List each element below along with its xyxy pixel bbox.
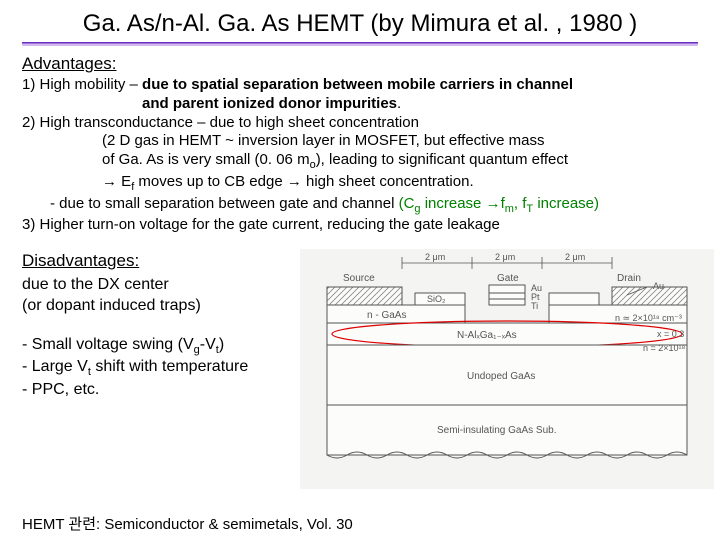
- dis-b1-b: -V: [200, 336, 216, 353]
- label-sio2: SiO₂: [427, 294, 446, 304]
- right-1: n ≃ 2×10¹⁸ cm⁻³: [615, 313, 682, 323]
- adv-2e-g4: increase): [533, 195, 599, 212]
- label-nalgaas: N-AlₓGa₁₋ₓAs: [457, 330, 517, 341]
- advantages-body: 1) High mobility – due to spatial separa…: [22, 76, 702, 235]
- dim-1: 2 μm: [425, 252, 445, 262]
- dis-b3: - PPC, etc.: [22, 380, 300, 401]
- dis-b1-a: - Small voltage swing (V: [22, 336, 194, 353]
- adv-2d-a: → E: [102, 173, 131, 190]
- adv-3: 3) Higher turn-on voltage for the gate c…: [22, 216, 702, 235]
- dis-b1-c: ): [219, 336, 224, 353]
- adv-2e-g3: , f: [514, 195, 527, 212]
- adv-2c-a: of Ga. As is very small (0. 06 m: [102, 151, 310, 168]
- adv-1-bold2: and parent ionized donor impurities: [142, 95, 397, 112]
- adv-2a: 2) High transconductance – due to high s…: [22, 114, 702, 133]
- label-drain: Drain: [617, 273, 641, 284]
- title-underline: [22, 42, 698, 46]
- label-source: Source: [343, 273, 375, 284]
- adv-2d-b: moves up to CB edge → high sheet concent…: [134, 173, 473, 190]
- dis-body-1: due to the DX center: [22, 275, 300, 296]
- dis-b2-a: - Large V: [22, 358, 88, 375]
- adv-1-bold: due to spatial separation between mobile…: [142, 76, 573, 93]
- dim-2: 2 μm: [495, 252, 515, 262]
- dim-3: 2 μm: [565, 252, 585, 262]
- slide-title: Ga. As/n-Al. Ga. As HEMT (by Mimura et a…: [0, 0, 720, 42]
- adv-1-tail: .: [397, 95, 401, 112]
- adv-2e-gs2: m: [505, 203, 514, 215]
- label-undoped: Undoped GaAs: [467, 371, 535, 382]
- adv-2e-g1: (C: [399, 195, 415, 212]
- reference-line: HEMT 관련: Semiconductor & semimetals, Vol…: [22, 513, 353, 534]
- dis-b2-b: shift with temperature: [91, 358, 248, 375]
- adv-2c-b: ), leading to significant quantum effect: [316, 151, 568, 168]
- label-gate: Gate: [497, 273, 519, 284]
- label-sub: Semi-insulating GaAs Sub.: [437, 425, 557, 436]
- label-ti: Ti: [531, 301, 538, 311]
- adv-2e-a: - due to small separation between gate a…: [50, 195, 399, 212]
- right-3: n = 2×10¹⁸: [643, 343, 686, 353]
- adv-2b: (2 D gas in HEMT ~ inversion layer in MO…: [22, 132, 702, 151]
- adv-2e-g2: increase →f: [421, 195, 505, 212]
- right-2: x = 0.3: [657, 329, 684, 339]
- hemt-cross-section-diagram: 2 μm 2 μm 2 μm Source Gate Drain Au Pt T…: [300, 249, 714, 489]
- adv-1-lead: 1) High mobility –: [22, 76, 142, 93]
- label-au-right: Au: [653, 281, 664, 291]
- dis-body-2: (or dopant induced traps): [22, 296, 300, 317]
- label-ngaas: n - GaAs: [367, 310, 406, 321]
- disadvantages-heading: Disadvantages:: [22, 251, 300, 271]
- advantages-heading: Advantages:: [22, 54, 720, 74]
